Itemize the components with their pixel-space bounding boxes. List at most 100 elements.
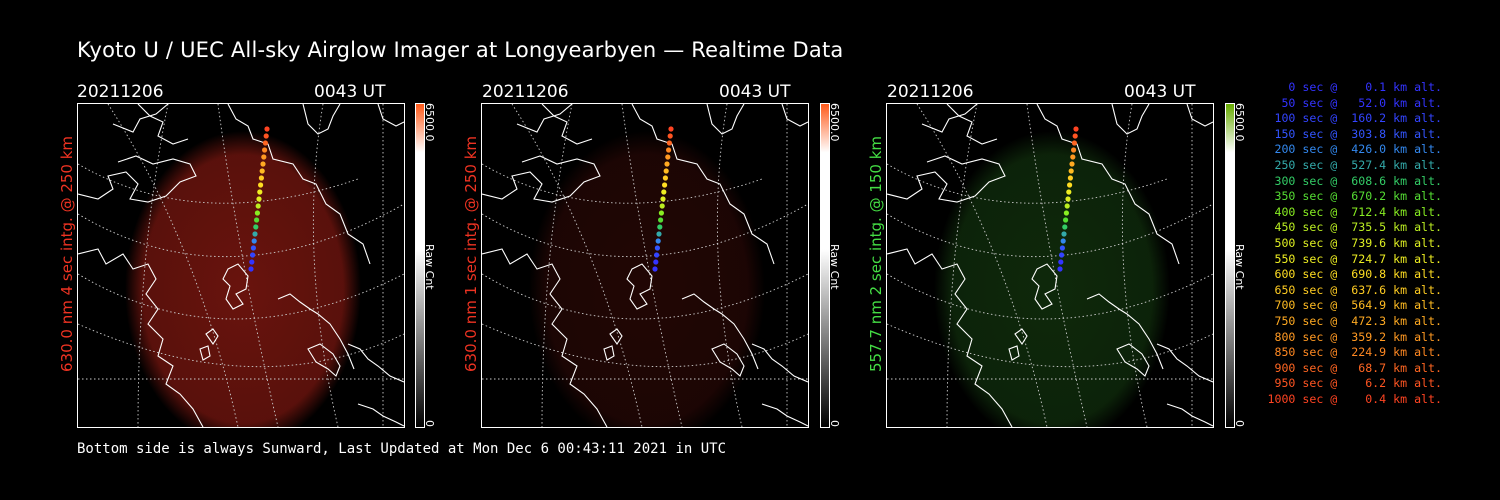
- trajectory-marker: [1057, 266, 1063, 272]
- lat-lon-gridline: [916, 104, 1048, 427]
- trajectory-marker: [254, 217, 260, 223]
- trajectory-marker: [1068, 168, 1074, 174]
- trajectory-marker: [262, 147, 268, 153]
- legend-row: 900 sec @ 68.7 km alt.: [1267, 360, 1442, 375]
- trajectory-marker: [1069, 161, 1075, 167]
- panel-3-colorbar: [1225, 103, 1235, 428]
- trajectory-marker: [664, 161, 670, 167]
- coastline: [681, 293, 759, 370]
- coastline: [516, 104, 573, 133]
- coastline: [1111, 104, 1150, 135]
- coastline: [1086, 293, 1164, 370]
- panel-2-cbar-unit: Raw Cnt: [828, 244, 841, 290]
- coastline: [307, 343, 341, 377]
- trajectory-marker: [253, 224, 259, 230]
- trajectory-marker: [1065, 196, 1071, 202]
- coastline: [1186, 104, 1213, 127]
- trajectory-marker: [661, 189, 667, 195]
- legend-row: 350 sec @ 670.2 km alt.: [1267, 189, 1442, 204]
- panel-2-allsky-image: [481, 103, 809, 428]
- legend-row: 600 sec @ 690.8 km alt.: [1267, 267, 1442, 282]
- trajectory-marker: [1070, 154, 1076, 160]
- trajectory-marker: [1062, 224, 1068, 230]
- lat-lon-gridline: [482, 203, 808, 258]
- trajectory-marker: [1064, 203, 1070, 209]
- panel-2-map: [482, 104, 808, 427]
- coastline: [706, 104, 745, 135]
- trajectory-marker: [652, 266, 658, 272]
- lat-lon-gridline: [541, 104, 573, 427]
- trajectory-marker: [263, 133, 269, 139]
- coastline: [761, 403, 808, 427]
- coastline: [137, 104, 189, 145]
- trajectory-marker: [1071, 147, 1077, 153]
- legend-row: 250 sec @ 527.4 km alt.: [1267, 157, 1442, 172]
- coastline: [482, 248, 608, 427]
- lat-lon-gridline: [511, 104, 643, 427]
- trajectory-marker: [1063, 217, 1069, 223]
- coastline: [751, 343, 808, 383]
- coastline: [887, 155, 1006, 203]
- lat-lon-gridline: [946, 104, 978, 427]
- panel-3-cbar-max: 6500.0: [1233, 103, 1246, 142]
- coastline: [302, 104, 341, 135]
- lat-lon-gridline: [137, 104, 169, 427]
- airglow-field: [125, 131, 361, 427]
- coastline: [227, 104, 371, 265]
- legend-row: 700 sec @ 564.9 km alt.: [1267, 298, 1442, 313]
- lat-lon-gridline: [621, 104, 683, 427]
- lat-lon-gridline: [78, 163, 359, 204]
- coastline: [1036, 104, 1180, 265]
- trajectory-marker: [1071, 140, 1077, 146]
- trajectory-marker: [248, 266, 254, 272]
- panel-3-time: 0043 UT: [1124, 82, 1196, 102]
- coastline: [482, 155, 601, 203]
- airglow-field: [934, 131, 1170, 427]
- coastline: [78, 248, 204, 427]
- legend-row: 0 sec @ 0.1 km alt.: [1267, 80, 1442, 94]
- coastline: [711, 343, 745, 377]
- trajectory-marker: [1067, 175, 1073, 181]
- panel-3-map: [887, 104, 1213, 427]
- coastline: [222, 263, 249, 310]
- coastline: [946, 104, 998, 145]
- trajectory-marker: [254, 210, 260, 216]
- trajectory-marker: [257, 189, 263, 195]
- panel-3-cbar-unit: Raw Cnt: [1233, 244, 1246, 290]
- legend-row: 400 sec @ 712.4 km alt.: [1267, 204, 1442, 219]
- trajectory-marker: [255, 203, 261, 209]
- panel-1-time: 0043 UT: [314, 82, 386, 102]
- trajectory-marker: [264, 126, 270, 132]
- trajectory-marker: [666, 147, 672, 153]
- coastline: [626, 263, 653, 310]
- trajectory-marker: [258, 182, 264, 188]
- panel-3-side-label: 557.7 nm 2 sec intg. @ 150 km: [867, 135, 885, 372]
- lat-lon-gridline: [107, 104, 239, 427]
- legend-row: 150 sec @ 303.8 km alt.: [1267, 126, 1442, 141]
- coastline: [921, 104, 978, 133]
- coastline: [1014, 328, 1028, 345]
- coastline: [1008, 345, 1020, 361]
- coastline: [112, 104, 169, 133]
- panel-2-cbar-min: 0: [828, 420, 841, 427]
- trajectory-marker: [252, 231, 258, 237]
- trajectory-marker: [1059, 252, 1065, 258]
- trajectory-marker: [657, 224, 663, 230]
- legend-row: 100 sec @ 160.2 km alt.: [1267, 111, 1442, 126]
- coastline: [781, 104, 808, 127]
- trajectory-marker: [250, 252, 256, 258]
- coastline: [357, 403, 404, 427]
- lat-lon-gridline: [482, 273, 808, 320]
- trajectory-marker: [1061, 231, 1067, 237]
- legend-row: 950 sec @ 6.2 km alt.: [1267, 376, 1442, 391]
- trajectory-marker: [659, 203, 665, 209]
- airglow-field: [529, 131, 765, 427]
- rocket-trajectory-legend: 0 sec @ 0.1 km alt. 50 sec @ 52.0 km alt…: [1262, 80, 1442, 407]
- trajectory-marker: [262, 140, 268, 146]
- footer-status: Bottom side is always Sunward, Last Upda…: [77, 441, 727, 457]
- panel-2-time: 0043 UT: [719, 82, 791, 102]
- trajectory-marker: [1059, 245, 1065, 251]
- panel-1-cbar-unit: Raw Cnt: [423, 244, 436, 290]
- coastline: [1166, 403, 1213, 427]
- panel-1-allsky-image: [77, 103, 405, 428]
